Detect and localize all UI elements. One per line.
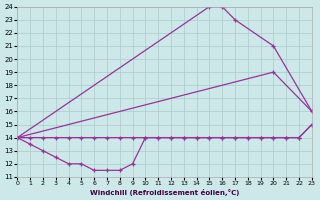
X-axis label: Windchill (Refroidissement éolien,°C): Windchill (Refroidissement éolien,°C) <box>90 189 239 196</box>
